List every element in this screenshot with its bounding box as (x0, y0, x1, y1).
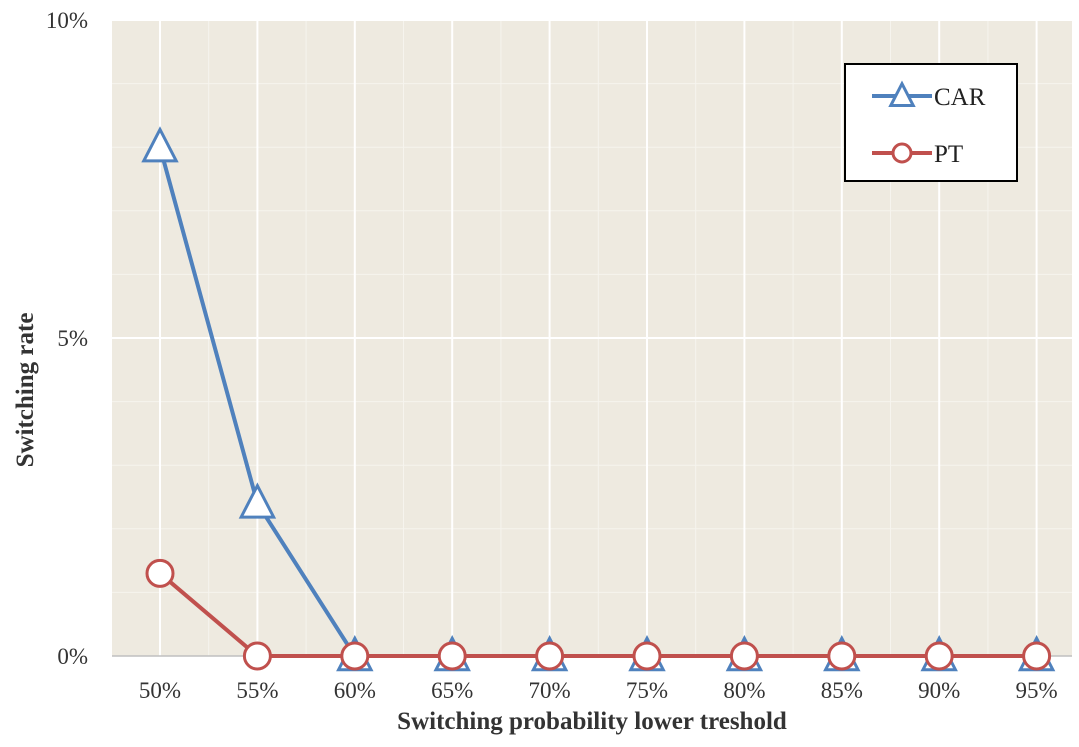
x-tick-label: 85% (821, 678, 863, 703)
x-tick-label: 65% (431, 678, 473, 703)
x-tick-labels: 50% 55% 60% 65% 70% 75% 80% 85% 90% 95% (139, 678, 1058, 703)
data-point-pt (145, 558, 175, 588)
series-lines (158, 146, 1037, 658)
legend-box (844, 63, 1018, 182)
legend-label-car: CAR (934, 84, 986, 111)
x-tick-label: 75% (626, 678, 668, 703)
legend-marker-car (888, 80, 916, 108)
x-tick-label: 95% (1016, 678, 1058, 703)
legend-entries: CAR PT (872, 80, 986, 168)
grid-lines (112, 19, 1072, 656)
data-point-pt (340, 641, 370, 671)
data-point-pt (1022, 641, 1052, 671)
data-point-pt (437, 641, 467, 671)
x-tick-label: 90% (918, 678, 960, 703)
legend-label-pt: PT (934, 141, 963, 168)
y-tick-label: 10% (46, 8, 88, 33)
x-tick-label: 50% (139, 678, 181, 703)
data-point-car (238, 482, 277, 519)
x-tick-label: 55% (236, 678, 278, 703)
data-point-pt (729, 641, 759, 671)
data-point-pt (827, 641, 857, 671)
y-tick-label: 0% (57, 644, 88, 669)
y-tick-labels: 0% 5% 10% (46, 8, 88, 669)
series-line-pt (158, 571, 1037, 658)
x-tick-label: 60% (334, 678, 376, 703)
data-point-pt (632, 641, 662, 671)
legend-marker-pt (891, 142, 913, 164)
data-point-pt (924, 641, 954, 671)
data-point-pt (242, 641, 272, 671)
x-tick-label: 70% (529, 678, 571, 703)
data-point-car (141, 126, 179, 163)
data-point-pt (535, 641, 565, 671)
y-axis-title: Switching rate (12, 313, 39, 468)
x-axis-title: Switching probability lower treshold (397, 708, 787, 735)
series-markers (141, 126, 1056, 672)
legend: CAR PT (844, 63, 1018, 182)
y-tick-label: 5% (57, 326, 88, 351)
x-tick-label: 80% (723, 678, 765, 703)
